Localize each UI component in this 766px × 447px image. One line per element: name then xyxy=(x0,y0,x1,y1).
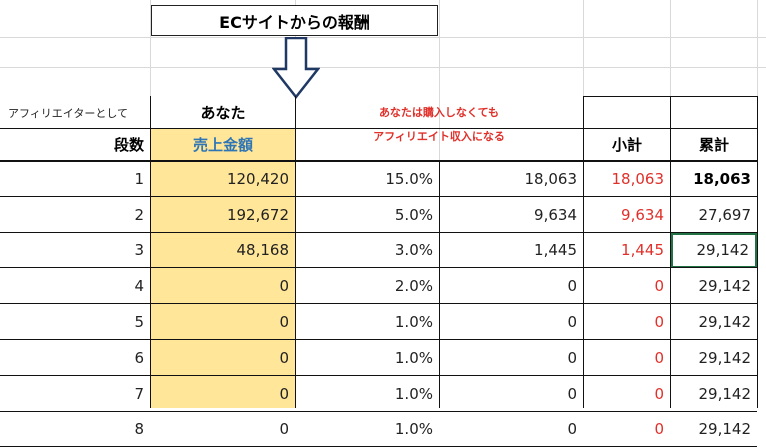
row-border xyxy=(0,374,757,376)
subtotal-cell[interactable]: 1,445 xyxy=(621,241,664,260)
amount-cell[interactable]: 0 xyxy=(567,384,577,403)
subtotal-label[interactable]: 小計 xyxy=(611,136,642,154)
sales-column-fill xyxy=(151,160,295,408)
cumulative-cell[interactable]: 29,142 xyxy=(698,420,752,439)
sales-cell[interactable]: 48,168 xyxy=(236,241,290,260)
amount-cell[interactable]: 18,063 xyxy=(524,169,578,188)
rate-cell[interactable]: 1.0% xyxy=(394,313,433,332)
note-line-2[interactable]: アフィリエイト収入になる xyxy=(373,130,505,143)
subtotal-cell[interactable]: 0 xyxy=(654,420,664,439)
tier-cell[interactable]: 7 xyxy=(134,384,144,403)
tier-cell[interactable]: 4 xyxy=(134,277,144,296)
subtotal-cell[interactable]: 0 xyxy=(654,348,664,367)
cumulative-cell[interactable]: 29,142 xyxy=(698,277,752,296)
cumulative-cell[interactable]: 29,142 xyxy=(698,384,752,403)
tier-cell[interactable]: 5 xyxy=(134,313,144,332)
border xyxy=(0,160,757,162)
rate-cell[interactable]: 1.0% xyxy=(394,420,433,439)
sales-cell[interactable]: 0 xyxy=(279,313,289,332)
subtotal-cell[interactable]: 0 xyxy=(654,277,664,296)
cumulative-cell[interactable]: 29,142 xyxy=(698,348,752,367)
subtotal-cell[interactable]: 9,634 xyxy=(621,205,664,224)
row-border xyxy=(0,231,757,233)
row-border xyxy=(0,267,757,269)
subtotal-cell[interactable]: 0 xyxy=(654,313,664,332)
border xyxy=(150,96,151,408)
cumulative-cell[interactable]: 29,142 xyxy=(698,313,752,332)
tier-cell[interactable]: 8 xyxy=(134,420,144,439)
sales-cell[interactable]: 120,420 xyxy=(226,169,289,188)
border xyxy=(439,160,440,408)
down-arrow-icon xyxy=(272,37,320,99)
amount-cell[interactable]: 0 xyxy=(567,420,577,439)
subtotal-cell[interactable]: 18,063 xyxy=(611,169,665,188)
border xyxy=(583,96,584,408)
border xyxy=(670,96,671,408)
note-line-1[interactable]: あなたは購入しなくても xyxy=(378,106,500,119)
amount-cell[interactable]: 0 xyxy=(567,277,577,296)
you-label[interactable]: あなた xyxy=(200,104,246,122)
grid-line xyxy=(0,67,766,68)
amount-cell[interactable]: 9,634 xyxy=(534,205,577,224)
affiliate-label[interactable]: アフィリエイターとして xyxy=(8,106,129,120)
sales-cell[interactable]: 0 xyxy=(279,420,289,439)
border xyxy=(295,96,296,408)
rate-cell[interactable]: 15.0% xyxy=(385,169,433,188)
rate-cell[interactable]: 5.0% xyxy=(394,205,433,224)
rate-cell[interactable]: 1.0% xyxy=(394,384,433,403)
amount-cell[interactable]: 1,445 xyxy=(534,241,577,260)
tier-cell[interactable]: 6 xyxy=(134,348,144,367)
cumulative-cell[interactable]: 27,697 xyxy=(698,205,752,224)
selected-cell[interactable]: 29,142 xyxy=(671,232,757,269)
rate-cell[interactable]: 1.0% xyxy=(394,348,433,367)
cumulative-label[interactable]: 累計 xyxy=(698,136,729,154)
sales-cell[interactable]: 192,672 xyxy=(226,205,289,224)
amount-cell[interactable]: 0 xyxy=(567,313,577,332)
row-border xyxy=(0,339,757,340)
cumulative-cell[interactable]: 18,063 xyxy=(693,169,751,188)
border xyxy=(0,128,757,129)
tier-label[interactable]: 段数 xyxy=(113,136,144,154)
grid-line xyxy=(0,37,766,38)
row-border xyxy=(0,303,757,305)
subtotal-cell[interactable]: 0 xyxy=(654,384,664,403)
sales-cell[interactable]: 0 xyxy=(279,384,289,403)
title-box[interactable]: ECサイトからの報酬 xyxy=(151,5,438,36)
border xyxy=(584,96,758,97)
tier-cell[interactable]: 1 xyxy=(134,169,144,188)
sales-label[interactable]: 売上金額 xyxy=(151,129,295,160)
tier-cell[interactable]: 3 xyxy=(134,241,144,260)
sales-cell[interactable]: 0 xyxy=(279,348,289,367)
border xyxy=(757,96,758,408)
row-border xyxy=(0,195,757,197)
rate-cell[interactable]: 2.0% xyxy=(394,277,433,296)
rate-cell[interactable]: 3.0% xyxy=(394,241,433,260)
tier-cell[interactable]: 2 xyxy=(134,205,144,224)
sales-cell[interactable]: 0 xyxy=(279,277,289,296)
amount-cell[interactable]: 0 xyxy=(567,348,577,367)
